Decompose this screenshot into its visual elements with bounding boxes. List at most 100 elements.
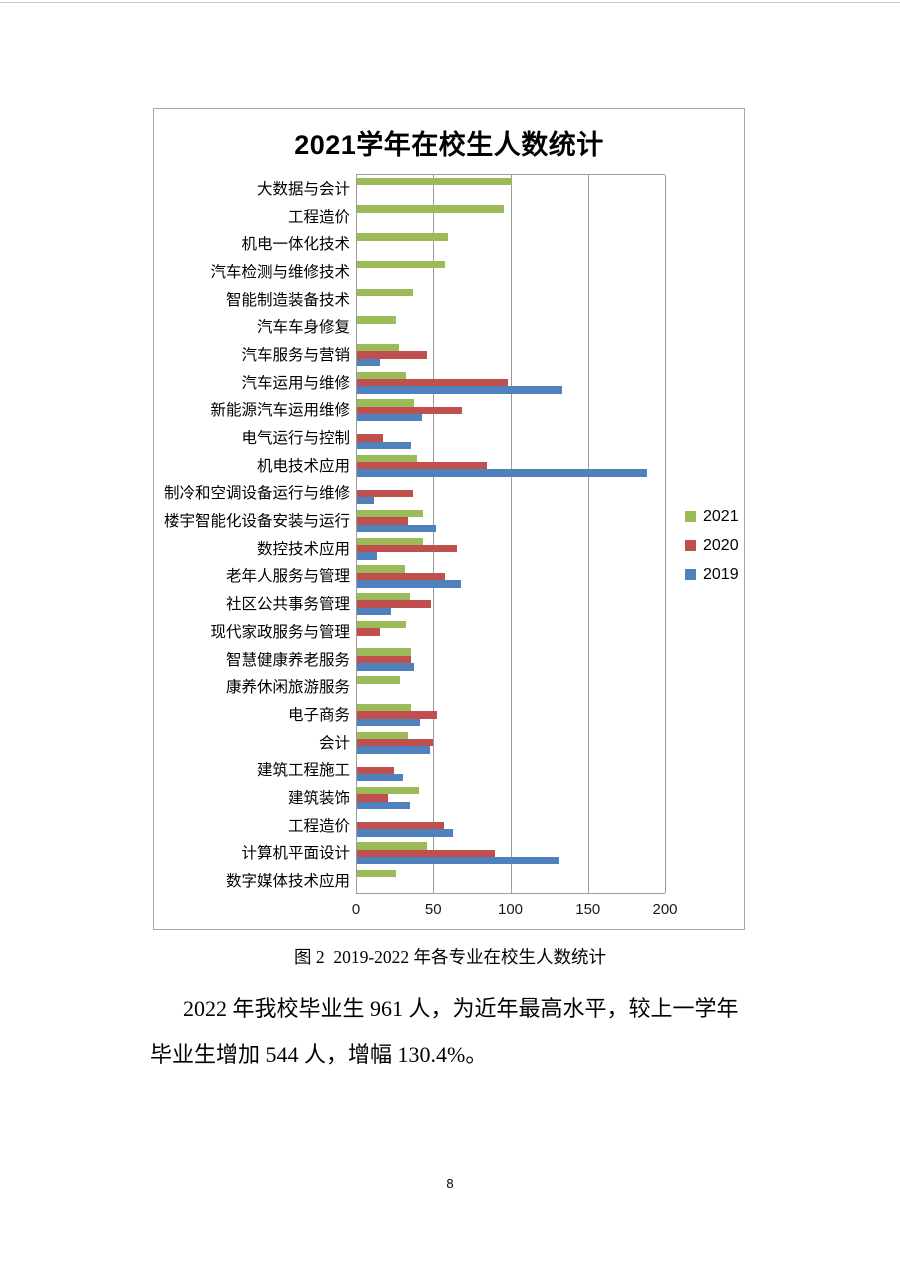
bar-2021 [357, 399, 415, 407]
bar-group [357, 535, 665, 563]
category-label: 建筑装饰 [287, 789, 350, 807]
bar-2020 [357, 489, 413, 498]
x-tick-label: 150 [575, 901, 601, 918]
bar-2021 [357, 343, 399, 352]
bar-group [357, 729, 665, 757]
category-label: 社区公共事务管理 [225, 596, 350, 614]
category-label: 机电技术应用 [256, 457, 350, 475]
bar-2019 [357, 552, 378, 560]
bar-2021 [357, 731, 408, 739]
bar-2021 [357, 260, 446, 269]
figure-chart: 2021学年在校生人数统计 大数据与会计 工程造价 机电一体化技术 汽车检测与维修技术… [153, 108, 745, 930]
bar-2021 [357, 510, 424, 518]
bar-2021 [357, 233, 449, 241]
x-tick-label: 100 [497, 901, 524, 918]
bar-2021 [357, 177, 512, 186]
bar-group [357, 341, 665, 369]
category-label: 建筑工程施工 [256, 762, 350, 780]
gridline-150 [587, 175, 589, 893]
bar-group [357, 230, 665, 258]
bar-2021 [357, 676, 401, 684]
bar-2020 [357, 462, 487, 470]
page-top-border [0, 2, 900, 3]
legend-swatch-icon [685, 569, 696, 580]
category-label: 康养休闲旅游服务 [225, 679, 350, 697]
bar-2019 [357, 746, 430, 754]
category-label: 现代家政服务与管理 [210, 623, 350, 641]
bar-2019 [357, 497, 374, 505]
bar-group [357, 563, 665, 591]
category-label: 大数据与会计 [256, 180, 350, 198]
bar-2021 [357, 648, 412, 656]
bar-2020 [357, 572, 446, 581]
gridline-100 [510, 175, 512, 893]
bar-2019 [357, 773, 404, 782]
bar-2019 [357, 607, 391, 616]
bar-group [357, 618, 665, 646]
bar-2020 [357, 378, 509, 387]
bar-2019 [357, 663, 415, 671]
bar-2020 [357, 711, 438, 719]
legend-item-2020: 2020 [685, 531, 739, 560]
category-label: 智慧健康养老服务 [225, 651, 350, 669]
category-label: 工程造价 [287, 817, 350, 835]
bar-group [357, 397, 665, 425]
bar-2021 [357, 593, 410, 601]
bar-group [357, 175, 665, 203]
bar-group [357, 313, 665, 341]
category-label: 会计 [318, 734, 350, 752]
legend-item-2021: 2021 [685, 502, 739, 531]
x-tick-label: 200 [652, 901, 678, 918]
bar-group [357, 507, 665, 535]
bar-2021 [357, 205, 504, 213]
legend-label: 2019 [703, 565, 739, 583]
bar-2019 [357, 580, 461, 588]
bar-group [357, 258, 665, 286]
category-label: 数字媒体技术应用 [225, 873, 350, 891]
bar-2021 [357, 620, 407, 629]
bar-2020 [357, 849, 495, 858]
bar-group [357, 424, 665, 452]
legend-label: 2021 [703, 507, 739, 525]
chart-legend: 2021 2020 2019 [685, 502, 739, 589]
bar-2020 [357, 655, 412, 664]
category-label: 智能制造装备技术 [225, 291, 350, 309]
gridline-200 [665, 175, 666, 893]
category-label: 老年人服务与管理 [225, 568, 350, 586]
category-label: 制冷和空调设备运行与维修 [163, 485, 350, 503]
legend-label: 2020 [703, 536, 739, 554]
bar-2019 [357, 857, 560, 865]
bar-2021 [357, 316, 396, 324]
bar-2020 [357, 821, 444, 830]
chart-bars [357, 175, 665, 893]
category-label: 计算机平面设计 [241, 845, 350, 863]
bar-2020 [357, 738, 433, 747]
bar-group [357, 286, 665, 314]
chart-title: 2021学年在校生人数统计 [294, 130, 604, 160]
bar-2019 [357, 358, 381, 367]
category-label: 工程造价 [287, 208, 350, 226]
bar-2019 [357, 469, 648, 477]
legend-swatch-icon [685, 540, 696, 551]
bar-2020 [357, 517, 408, 525]
legend-item-2019: 2019 [685, 560, 739, 589]
category-label: 汽车运用与维修 [241, 374, 350, 392]
bar-2020 [357, 600, 432, 608]
body-paragraph-line1: 2022 年我校毕业生 961 人，为近年最高水平，较上一学年 [183, 996, 739, 1021]
bar-2021 [357, 786, 419, 795]
figure-caption: 图 2 2019-2022 年各专业在校生人数统计 [293, 947, 607, 967]
bar-2020 [357, 766, 395, 774]
bar-2021 [357, 371, 407, 379]
bar-group [357, 840, 665, 868]
bar-2021 [357, 454, 418, 463]
gridline-50 [433, 175, 435, 893]
bar-2021 [357, 565, 405, 573]
bar-group [357, 673, 665, 701]
bar-2019 [357, 414, 422, 422]
bar-group [357, 756, 665, 784]
category-label: 电子商务 [287, 706, 350, 724]
bar-2019 [357, 524, 436, 533]
bar-2020 [357, 545, 458, 553]
category-label: 楼宇智能化设备安装与运行 [163, 513, 350, 531]
bar-2020 [357, 351, 427, 359]
